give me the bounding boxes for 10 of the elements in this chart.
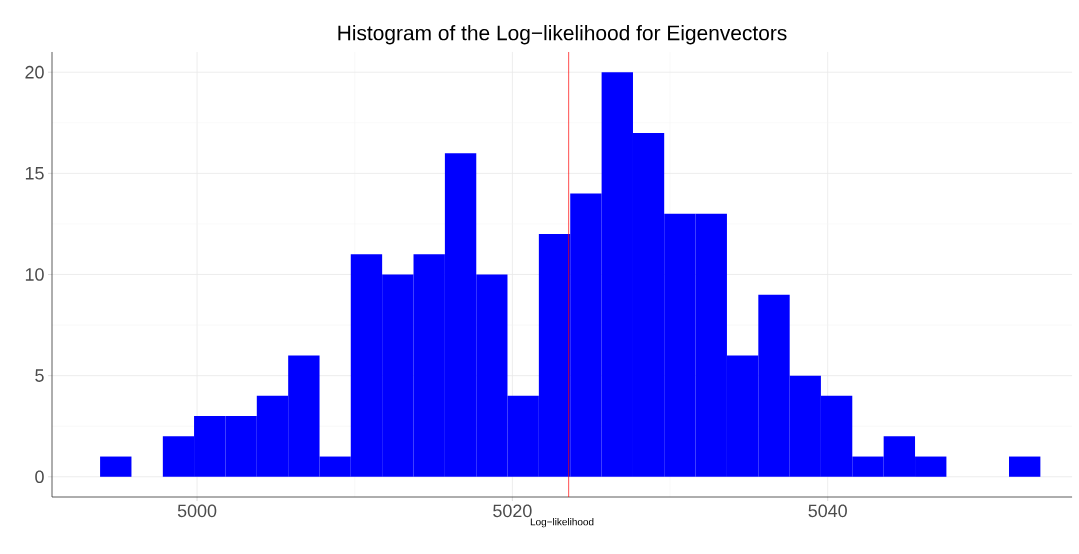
chart-title: Histogram of the Log−likelihood for Eigenvectors <box>338 25 787 45</box>
x-tick-label: 5040 <box>808 504 847 518</box>
y-tick-label: 0 <box>35 470 44 484</box>
y-tick-label: 10 <box>25 268 44 281</box>
y-tick-label: 5 <box>35 369 44 382</box>
x-tick-label: 5000 <box>177 504 217 518</box>
x-axis-title: Log−likelihood <box>530 518 594 528</box>
y-tick-label: 20 <box>25 65 44 79</box>
x-tick-label: 5020 <box>493 504 532 518</box>
y-tick-label: 15 <box>25 167 44 180</box>
